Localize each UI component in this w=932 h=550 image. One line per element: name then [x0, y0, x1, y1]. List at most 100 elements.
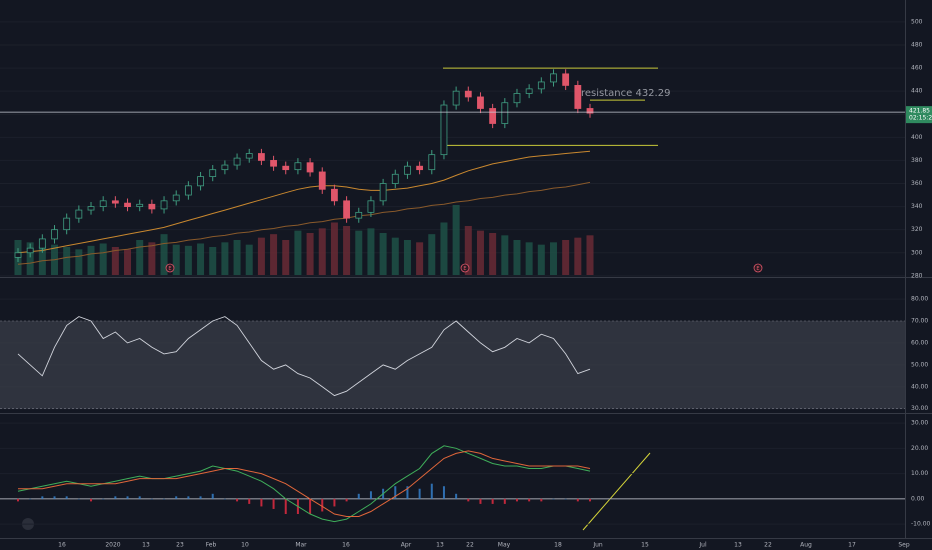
candle-body: [294, 162, 302, 171]
volume-bar: [379, 233, 387, 275]
candle-body: [428, 154, 436, 171]
volume-bar: [476, 230, 484, 275]
y-tick-label: 460: [911, 65, 923, 72]
volume-bar: [197, 243, 205, 275]
candle-body: [75, 209, 83, 219]
histogram-bar: [126, 496, 129, 499]
x-tick-label: 17: [848, 542, 856, 549]
histogram-bar: [321, 498, 324, 512]
moving-average: [17, 181, 591, 265]
x-tick-label: Jun: [592, 542, 603, 549]
volume-bar: [26, 242, 34, 275]
candle-body: [160, 200, 168, 210]
volume-bar: [549, 242, 557, 275]
histogram-bar: [41, 496, 44, 499]
histogram-bar: [53, 496, 56, 499]
earnings-marker: [460, 263, 470, 273]
candle-body: [452, 90, 460, 106]
histogram-bar: [102, 498, 105, 500]
volume-bar: [257, 237, 265, 275]
volume-bar: [343, 226, 351, 275]
histogram-bar: [394, 486, 397, 499]
y-tick-label: 30.00: [911, 420, 928, 427]
candle-body: [51, 229, 58, 240]
candle-body: [111, 200, 119, 204]
histogram-bar: [223, 498, 226, 500]
candle-body: [209, 169, 217, 177]
x-tick-label: 23: [176, 542, 184, 549]
histogram-bar: [284, 498, 287, 515]
earnings-label: E: [463, 266, 466, 272]
candle-body: [525, 88, 533, 94]
trend-line: [582, 452, 651, 531]
histogram-bar: [564, 498, 567, 500]
histogram-bar: [90, 498, 93, 502]
volume-bar: [209, 247, 217, 275]
y-tick-label: 500: [911, 18, 923, 25]
volume-bar: [136, 240, 144, 275]
rsi-band: [0, 321, 905, 409]
candle-body: [14, 252, 22, 258]
y-tick-label: 320: [911, 226, 923, 233]
histogram-bar: [552, 498, 555, 500]
histogram-bar: [309, 498, 312, 515]
macd-line: [17, 445, 591, 523]
volume-bar: [87, 245, 95, 275]
volume-bar: [318, 228, 326, 275]
candle-body: [537, 81, 545, 90]
histogram-bar: [138, 496, 141, 499]
candle-body: [440, 104, 448, 156]
candle-body: [270, 160, 277, 167]
histogram-bar: [503, 498, 506, 504]
x-tick-label: Feb: [206, 542, 217, 549]
candle-body: [148, 203, 156, 210]
candle-body: [574, 85, 582, 109]
volume-bar: [562, 240, 570, 275]
x-tick-label: 13: [734, 542, 742, 549]
volume-bar: [124, 249, 132, 275]
candle-body: [172, 194, 180, 202]
candle-body: [99, 200, 107, 207]
candle-body: [586, 108, 594, 114]
y-tick-label: 440: [911, 88, 923, 95]
y-tick-label: 400: [911, 134, 923, 141]
candle-body: [367, 200, 375, 213]
histogram-bar: [406, 486, 409, 499]
histogram-bar: [163, 498, 166, 500]
x-tick-label: Jul: [698, 542, 707, 549]
earnings-label: E: [168, 266, 171, 272]
volume-bar: [416, 242, 424, 275]
price-axis: [905, 0, 932, 550]
y-tick-label: 480: [911, 42, 923, 49]
y-tick-label: 300: [911, 249, 923, 256]
y-tick-label: 280: [911, 272, 923, 279]
volume-bar: [221, 242, 229, 275]
annotation: resistance 432.29: [581, 88, 670, 99]
volume-bar: [63, 247, 71, 275]
candle-body: [477, 96, 484, 109]
volume-bar: [99, 243, 107, 275]
candle-body: [184, 185, 192, 196]
candle-body: [306, 162, 314, 173]
candle-body: [416, 165, 424, 171]
x-tick-label: 10: [241, 542, 249, 549]
candle-body: [282, 165, 290, 171]
histogram-bar: [540, 498, 543, 502]
x-tick-label: 2020: [105, 542, 120, 549]
volume-bar: [245, 244, 253, 275]
rsi-line: [17, 316, 591, 397]
x-tick-label: 16: [342, 542, 350, 549]
volume-bar: [111, 247, 119, 275]
histogram-bar: [65, 496, 68, 499]
histogram-bar: [576, 498, 579, 502]
histogram-bar: [17, 498, 19, 502]
volume-bar: [489, 233, 497, 275]
histogram-bar: [211, 493, 214, 499]
histogram-bar: [77, 498, 80, 500]
volume-bar: [464, 226, 472, 275]
volume-bar: [525, 242, 533, 275]
candle-body: [245, 153, 253, 159]
histogram-bar: [187, 496, 190, 499]
candle-body: [87, 206, 95, 211]
candle-body: [343, 200, 350, 219]
